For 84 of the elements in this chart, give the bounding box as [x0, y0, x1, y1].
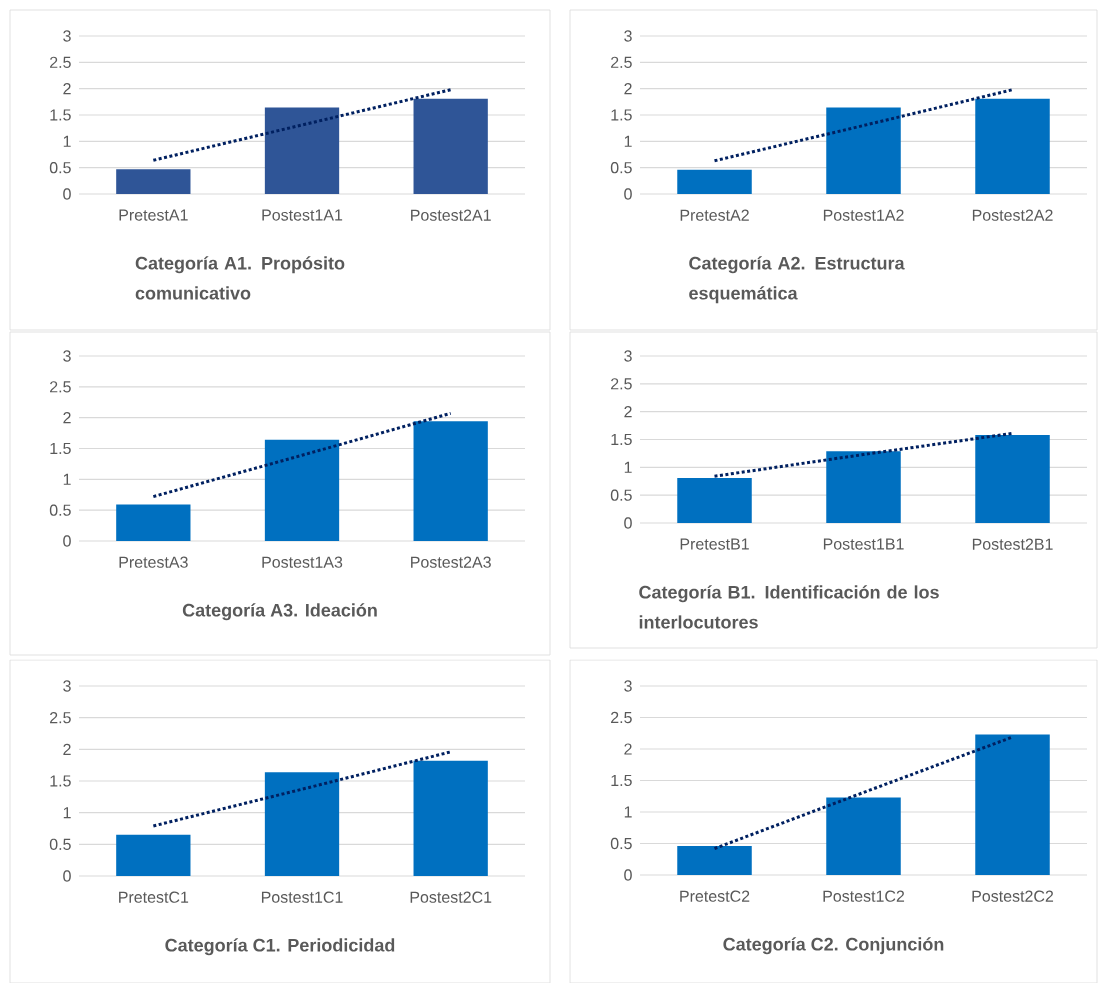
y-tick-label: 2.5: [611, 711, 632, 724]
bar: [264, 439, 340, 541]
y-tick-label: 1: [624, 461, 632, 473]
y-tick-label: 1: [63, 807, 71, 819]
y-tick-label: 2: [63, 412, 71, 424]
text: Categoría B1. Identificación de los interlocutores: [639, 585, 939, 629]
y-tick-label: 0: [624, 517, 632, 529]
x-tick-label: PretestC2: [680, 890, 750, 902]
x-tick-label: Postest2A2: [972, 209, 1053, 221]
y-tick-label: 0.5: [49, 162, 71, 174]
bar: [264, 107, 340, 194]
x-tick-label: PretestC1: [119, 891, 189, 903]
x-tick-label: PretestB1: [680, 538, 749, 550]
x-tick-label: Postest2A3: [411, 556, 491, 568]
y-tick-label: 1.5: [50, 775, 71, 787]
bar: [826, 451, 901, 523]
bar: [116, 834, 191, 876]
bar: [677, 846, 752, 875]
y-tick-label: 2.5: [50, 712, 71, 724]
y-tick-label: 1: [63, 473, 71, 485]
bar: [116, 504, 191, 541]
y-tick-label: 3: [63, 30, 71, 42]
x-tick-label: Postest2A1: [411, 209, 491, 221]
text: Categoría C2. Conjunción: [723, 937, 944, 955]
y-tick-label: 1: [624, 135, 632, 147]
x-tick-label: Postest2B1: [972, 538, 1053, 550]
bar: [413, 421, 488, 541]
y-tick-label: 3: [624, 30, 632, 42]
y-tick-label: 2.5: [50, 56, 71, 68]
y-tick-label: 3: [624, 350, 632, 362]
x-tick-label: PretestA2: [680, 209, 749, 221]
text: Categoría A2. Estructura esquemática: [689, 256, 905, 304]
bar: [826, 797, 901, 875]
x-tick-label: Postest1A3: [262, 556, 343, 568]
x-tick-label: Postest1C1: [261, 891, 343, 903]
bar: [677, 169, 752, 194]
bar: [975, 734, 1050, 875]
bar: [116, 169, 191, 194]
x-tick-label: Postest2C2: [972, 890, 1054, 902]
text: Categoría A1. Propósito comunicativo: [135, 256, 345, 300]
y-tick-label: 0: [63, 535, 71, 547]
x-tick-label: PretestA1: [119, 209, 188, 221]
x-tick-label: Postest1C2: [823, 890, 905, 902]
y-tick-label: 3: [624, 680, 632, 692]
y-tick-label: 2.5: [50, 381, 71, 393]
text: Categoría A3. Ideación: [182, 603, 377, 621]
y-tick-label: 0: [624, 869, 632, 881]
y-tick-label: 2: [624, 406, 632, 418]
bar: [975, 98, 1050, 194]
y-tick-label: 3: [63, 680, 71, 692]
y-tick-label: 0.5: [49, 838, 71, 850]
bar: [413, 760, 488, 876]
x-tick-label: PretestA3: [119, 556, 188, 568]
x-tick-label: Postest2C1: [410, 891, 492, 903]
bar: [975, 435, 1050, 523]
x-tick-label: Postest1B1: [823, 538, 904, 550]
y-tick-label: 0.5: [610, 837, 632, 850]
y-tick-label: 1.5: [611, 774, 632, 787]
bar: [264, 772, 340, 876]
y-tick-label: 2: [624, 743, 632, 755]
y-tick-label: 0: [624, 188, 632, 200]
y-tick-label: 2: [63, 743, 71, 755]
y-tick-label: 2.5: [611, 378, 632, 390]
y-tick-label: 2.5: [611, 56, 632, 68]
x-tick-label: Postest1A1: [262, 209, 343, 221]
y-tick-label: 3: [63, 350, 71, 362]
y-tick-label: 0.5: [610, 489, 632, 501]
y-tick-label: 1.5: [50, 109, 71, 121]
bar: [826, 107, 901, 194]
y-tick-label: 1.5: [50, 442, 71, 455]
y-tick-label: 0: [63, 188, 71, 200]
x-tick-label: Postest1A2: [823, 209, 904, 221]
y-tick-label: 2: [624, 83, 632, 95]
text: Categoría C1. Periodicidad: [165, 938, 395, 956]
y-tick-label: 0.5: [49, 504, 71, 516]
y-tick-label: 0: [63, 870, 71, 882]
y-tick-label: 1.5: [611, 433, 632, 446]
y-tick-label: 1: [63, 135, 71, 147]
y-tick-label: 2: [63, 83, 71, 95]
y-tick-label: 1.5: [611, 109, 632, 121]
bar: [413, 98, 488, 194]
y-tick-label: 1: [624, 806, 632, 818]
y-tick-label: 0.5: [610, 162, 632, 174]
bar: [677, 477, 752, 523]
